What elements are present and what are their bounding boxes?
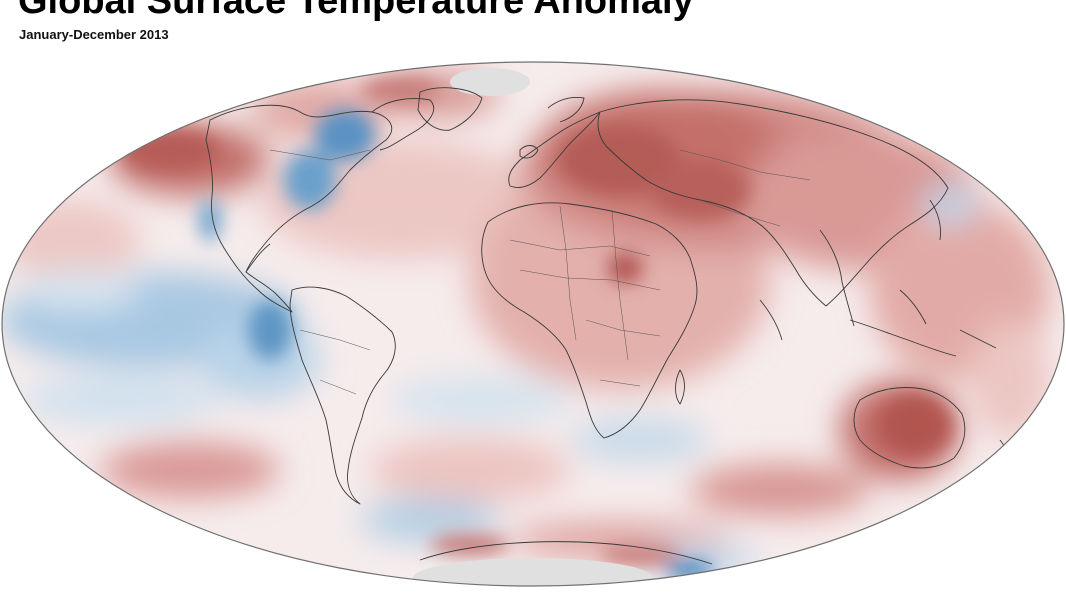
arctic-no-data: [450, 68, 530, 96]
anomaly-field: [2, 62, 1064, 586]
antarctic-no-data: [413, 558, 653, 586]
coastlines: [205, 87, 1010, 565]
country-borders: [269, 149, 811, 395]
page-title: Global Surface Temperature Anomaly: [18, 0, 694, 22]
page-subtitle: January-December 2013: [19, 27, 169, 42]
globe-outline: [1, 61, 1065, 587]
